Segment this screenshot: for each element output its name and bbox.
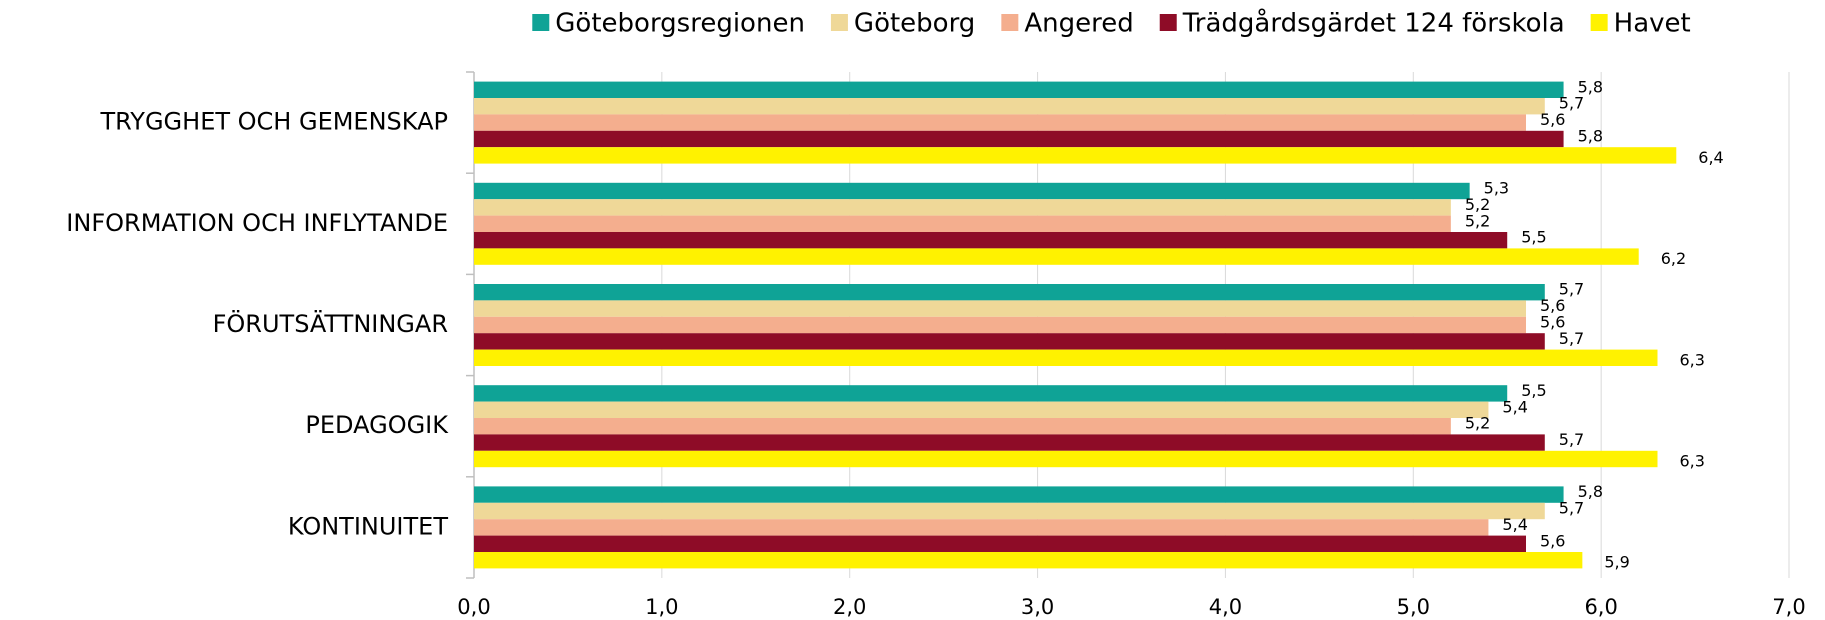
bar — [474, 248, 1639, 265]
category-label: FÖRUTSÄTTNINGAR — [213, 309, 448, 338]
value-label: 5,7 — [1559, 499, 1584, 518]
legend-swatch — [830, 14, 848, 31]
bar — [474, 401, 1489, 418]
category-label: KONTINUITET — [288, 512, 448, 540]
bar — [474, 114, 1526, 131]
bar — [474, 284, 1545, 301]
value-label: 5,8 — [1578, 77, 1603, 96]
x-tick-label: 3,0 — [1021, 595, 1054, 619]
value-label: 5,3 — [1484, 179, 1509, 198]
bar — [474, 232, 1508, 249]
legend-swatch — [1590, 14, 1608, 31]
value-label: 5,2 — [1465, 211, 1490, 230]
legend-swatch — [532, 14, 550, 31]
value-label: 5,8 — [1578, 482, 1603, 501]
bar — [474, 349, 1658, 366]
value-label: 5,6 — [1540, 296, 1565, 315]
bar — [474, 552, 1583, 569]
x-tick-label: 6,0 — [1584, 595, 1617, 619]
bar — [474, 450, 1658, 468]
legend-label: Göteborg — [854, 9, 975, 39]
value-label: 5,7 — [1559, 94, 1584, 113]
value-label: 5,8 — [1578, 127, 1603, 146]
value-label: 6,2 — [1661, 249, 1686, 268]
bar — [474, 147, 1677, 164]
value-label: 5,7 — [1559, 329, 1584, 348]
value-label: 6,3 — [1680, 350, 1705, 369]
x-tick-label: 7,0 — [1772, 595, 1805, 619]
legend-label: Göteborgsregionen — [555, 9, 805, 39]
legend-swatch — [1001, 14, 1019, 31]
bar — [474, 130, 1564, 148]
value-label: 5,4 — [1502, 515, 1527, 534]
x-tick-label: 4,0 — [1209, 595, 1242, 619]
value-label: 5,9 — [1604, 553, 1629, 572]
value-label: 5,6 — [1540, 110, 1565, 129]
x-tick-label: 1,0 — [645, 595, 678, 619]
bar — [474, 199, 1451, 216]
legend-swatch — [1159, 14, 1177, 31]
bar — [474, 316, 1526, 334]
value-label: 5,6 — [1540, 313, 1565, 332]
category-label: TRYGGHET OCH GEMENSKAP — [99, 108, 448, 136]
value-label: 6,4 — [1698, 148, 1723, 167]
bar — [474, 519, 1489, 536]
value-label: 5,4 — [1502, 397, 1527, 416]
value-label: 6,3 — [1680, 452, 1705, 471]
bar — [474, 486, 1564, 503]
legend-label: Trädgårdsgärdet 124 förskola — [1182, 8, 1565, 39]
bar — [474, 333, 1545, 350]
value-label: 5,5 — [1521, 228, 1546, 247]
value-label: 5,5 — [1521, 381, 1546, 400]
legend-label: Angered — [1024, 9, 1133, 39]
x-tick-label: 0,0 — [457, 595, 490, 619]
value-label: 5,7 — [1559, 280, 1584, 299]
category-label: PEDAGOGIK — [305, 411, 449, 439]
value-label: 5,2 — [1465, 195, 1490, 214]
x-tick-label: 2,0 — [833, 595, 866, 619]
x-tick-label: 5,0 — [1397, 595, 1430, 619]
value-label: 5,2 — [1465, 414, 1490, 433]
bar — [474, 182, 1470, 200]
value-label: 5,7 — [1559, 430, 1584, 449]
bar — [474, 98, 1545, 115]
bar — [474, 81, 1564, 98]
bar — [474, 418, 1451, 435]
bar — [474, 434, 1545, 451]
bar — [474, 385, 1508, 402]
legend-label: Havet — [1614, 9, 1691, 39]
bar — [474, 502, 1545, 520]
bar — [474, 535, 1526, 552]
bar — [474, 300, 1526, 317]
category-label: INFORMATION OCH INFLYTANDE — [66, 209, 448, 237]
bar — [474, 215, 1451, 232]
value-label: 5,6 — [1540, 531, 1565, 550]
